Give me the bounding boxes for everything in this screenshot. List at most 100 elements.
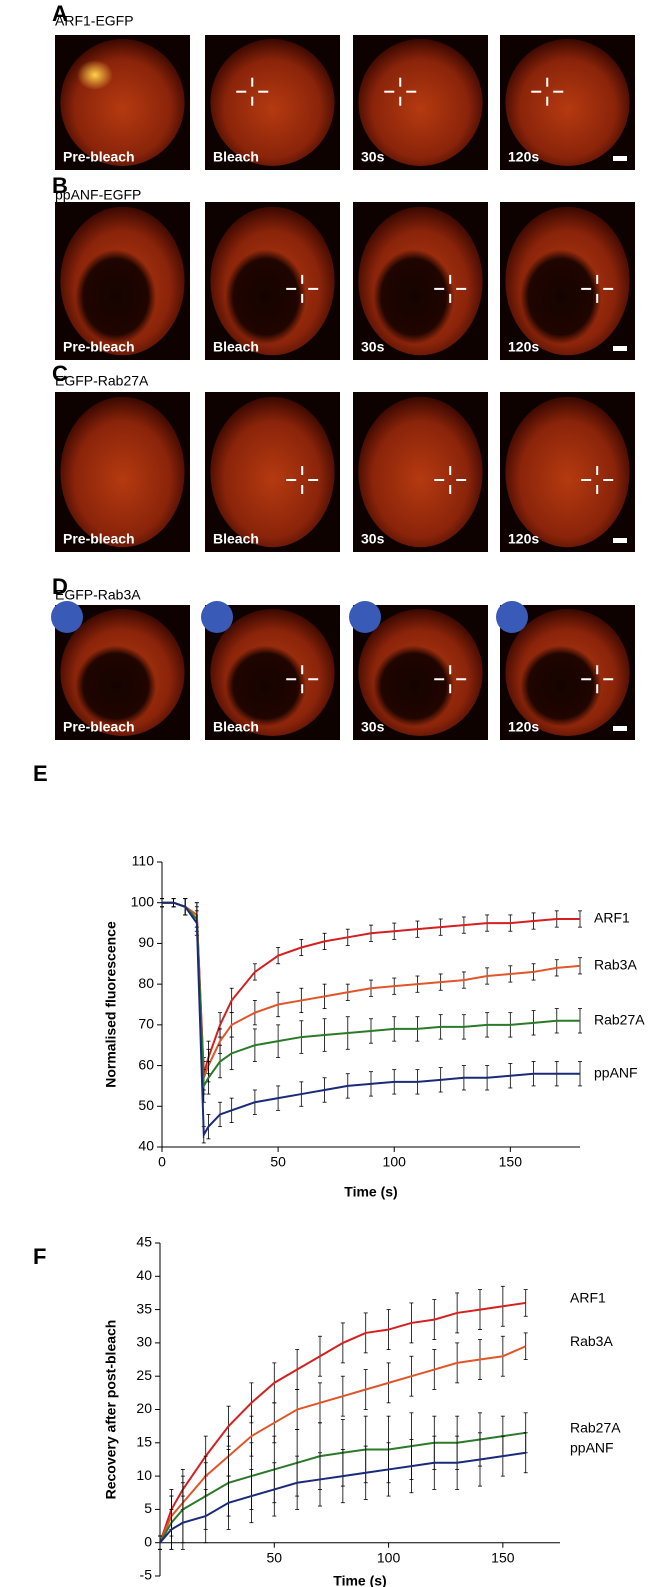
series-line xyxy=(159,1451,526,1544)
scale-bar xyxy=(613,346,627,351)
nucleus xyxy=(373,645,455,727)
nucleus xyxy=(520,249,602,345)
caption: 120s xyxy=(508,719,539,735)
panel-title: ppANF-EGFP xyxy=(55,187,141,203)
y-tick-label: 45 xyxy=(136,1234,152,1250)
x-tick-label: 150 xyxy=(491,1549,515,1565)
scale-bar xyxy=(613,156,627,161)
saturation xyxy=(349,601,381,633)
cell xyxy=(60,396,185,548)
caption: Bleach xyxy=(213,339,259,355)
nucleus xyxy=(373,249,455,345)
cell xyxy=(60,39,185,166)
caption: 30s xyxy=(361,339,385,355)
micrograph xyxy=(349,601,488,740)
micrograph xyxy=(205,392,340,552)
panel-title: EGFP-Rab3A xyxy=(55,587,141,603)
nucleus xyxy=(75,249,157,345)
series-label: Rab27A xyxy=(570,1420,621,1436)
micrograph xyxy=(205,202,340,360)
y-tick-label: 60 xyxy=(138,1056,154,1072)
micrograph xyxy=(55,202,190,360)
caption: 120s xyxy=(508,339,539,355)
y-tick-label: 80 xyxy=(138,975,154,991)
nucleus xyxy=(225,645,307,727)
nucleus xyxy=(520,645,602,727)
y-tick-label: 50 xyxy=(138,1097,154,1113)
panel-letter: C xyxy=(52,361,68,386)
scale-bar xyxy=(613,538,627,543)
y-tick-label: 5 xyxy=(144,1500,152,1516)
cell xyxy=(505,39,630,166)
caption: Pre-bleach xyxy=(63,339,135,355)
series-label: ppANF xyxy=(570,1439,614,1455)
y-tick-label: -5 xyxy=(140,1567,153,1583)
panel-title: EGFP-Rab27A xyxy=(55,373,149,389)
panel-letter: F xyxy=(33,1244,46,1269)
caption: Pre-bleach xyxy=(63,531,135,547)
scale-bar xyxy=(613,726,627,731)
nucleus xyxy=(75,645,157,727)
x-tick-label: 100 xyxy=(383,1154,407,1170)
series-line xyxy=(159,1301,526,1544)
y-tick-label: 30 xyxy=(136,1334,152,1350)
y-tick-label: 15 xyxy=(136,1434,152,1450)
micrograph xyxy=(51,601,190,740)
cell xyxy=(210,39,335,166)
caption: Bleach xyxy=(213,149,259,165)
y-tick-label: 35 xyxy=(136,1300,152,1316)
y-tick-label: 110 xyxy=(132,853,155,869)
panel-letter: B xyxy=(52,173,68,198)
caption: Bleach xyxy=(213,531,259,547)
y-tick-label: 25 xyxy=(136,1367,152,1383)
y-tick-label: 70 xyxy=(138,1016,154,1032)
series-label: ARF1 xyxy=(570,1290,606,1306)
x-tick-label: 150 xyxy=(499,1154,523,1170)
micrograph xyxy=(496,601,635,740)
micrograph xyxy=(205,35,340,170)
y-axis-title: Normalised fluorescence xyxy=(103,921,119,1088)
caption: 30s xyxy=(361,719,385,735)
series-line xyxy=(162,901,580,1139)
x-tick-label: 0 xyxy=(158,1154,166,1170)
micrograph xyxy=(500,35,635,170)
series-line xyxy=(162,901,580,1090)
y-tick-label: 10 xyxy=(136,1467,152,1483)
series-label: ppANF xyxy=(594,1064,638,1080)
micrograph xyxy=(201,601,340,740)
micrograph xyxy=(500,202,635,360)
cell xyxy=(505,396,630,548)
micrograph xyxy=(55,392,190,552)
micrograph xyxy=(353,35,488,170)
caption: 30s xyxy=(361,149,385,165)
x-tick-label: 50 xyxy=(270,1154,286,1170)
caption: 30s xyxy=(361,531,385,547)
micrograph xyxy=(353,202,488,360)
nucleus xyxy=(225,249,307,345)
saturation xyxy=(201,601,233,633)
cell xyxy=(358,396,483,548)
caption: Pre-bleach xyxy=(63,149,135,165)
panel-letter: A xyxy=(52,1,68,26)
caption: Bleach xyxy=(213,719,259,735)
panel-letter: D xyxy=(52,574,68,599)
y-tick-label: 20 xyxy=(136,1400,152,1416)
y-tick-label: 0 xyxy=(144,1533,152,1549)
cell xyxy=(358,39,483,166)
y-axis-title: Recovery after post-bleach xyxy=(103,1320,119,1500)
caption: 120s xyxy=(508,149,539,165)
golgi xyxy=(77,60,113,90)
panel-title: ARF1-EGFP xyxy=(55,13,134,29)
caption: Pre-bleach xyxy=(63,719,135,735)
series-line xyxy=(159,1345,527,1544)
series-label: ARF1 xyxy=(594,910,630,926)
saturation xyxy=(51,601,83,633)
series-label: Rab3A xyxy=(594,957,637,973)
y-tick-label: 40 xyxy=(138,1138,154,1154)
series-label: Rab27A xyxy=(594,1011,645,1027)
micrograph xyxy=(353,392,488,552)
y-tick-label: 100 xyxy=(131,893,155,909)
x-axis-title: Time (s) xyxy=(344,1184,397,1200)
y-tick-label: 40 xyxy=(136,1267,152,1283)
y-tick-label: 90 xyxy=(138,934,154,950)
